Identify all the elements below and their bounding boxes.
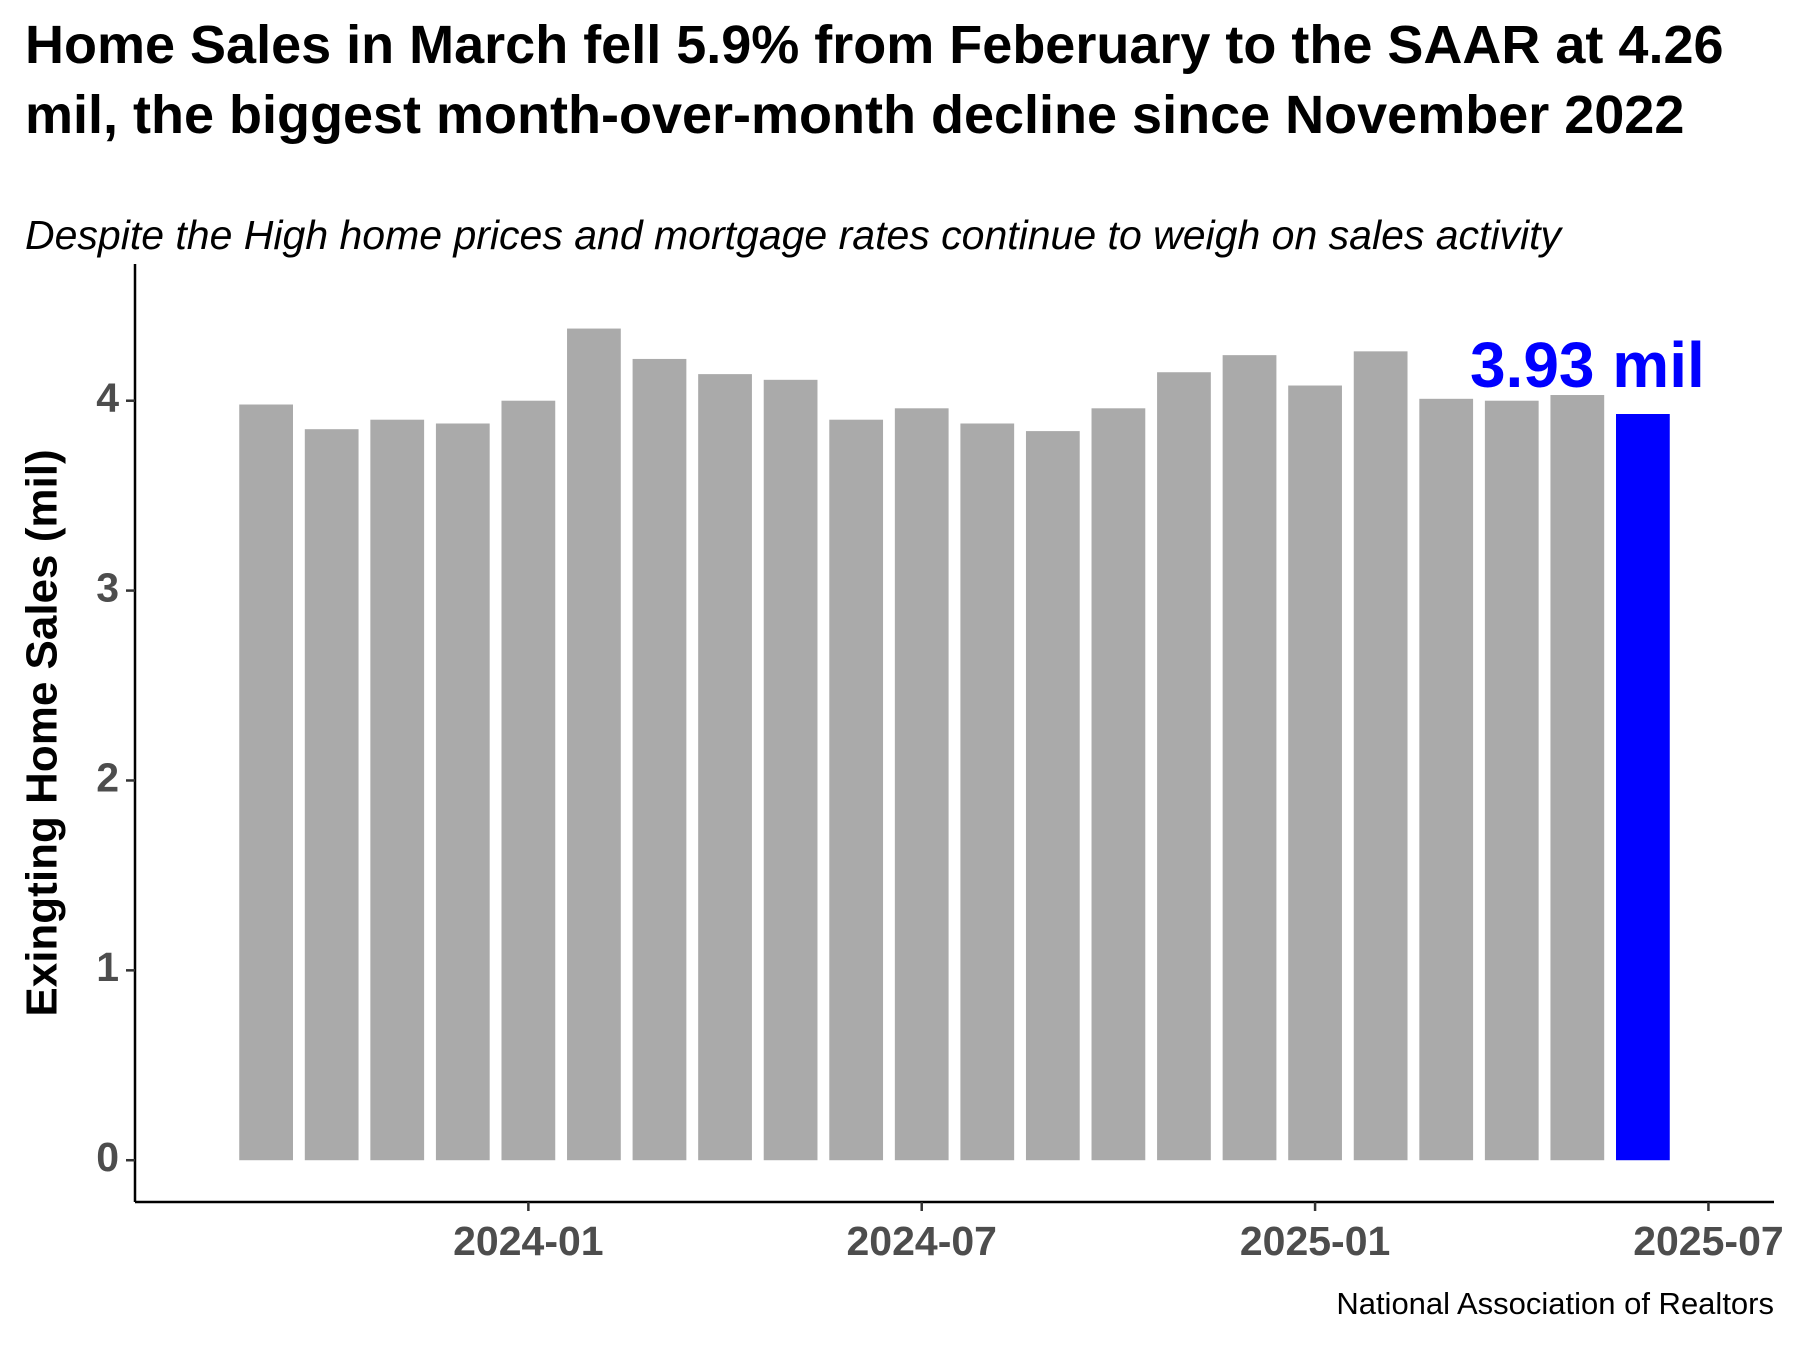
y-tick-label: 3	[96, 564, 119, 610]
x-tick-label: 2024-01	[453, 1218, 603, 1264]
x-tick-label: 2025-01	[1240, 1218, 1390, 1264]
annotation: 3.93 mil	[1470, 329, 1705, 401]
bar	[1288, 385, 1342, 1161]
bar	[239, 404, 293, 1161]
bar	[304, 429, 359, 1161]
caption: National Association of Realtors	[1336, 1286, 1774, 1321]
bar	[698, 374, 752, 1161]
bar	[894, 408, 949, 1161]
y-tick-label: 4	[96, 375, 119, 421]
bar	[370, 419, 425, 1161]
chart-subtitle: Despite the High home prices and mortgag…	[25, 212, 1562, 258]
bar	[1353, 351, 1408, 1161]
bar	[763, 379, 818, 1161]
bar	[1157, 372, 1211, 1161]
bar	[435, 423, 490, 1161]
bar	[1484, 400, 1539, 1161]
bar	[501, 400, 556, 1161]
bar	[1419, 398, 1474, 1161]
y-tick-label: 1	[96, 944, 119, 990]
bar	[567, 328, 621, 1161]
bar	[1222, 355, 1277, 1161]
bar	[960, 423, 1015, 1161]
y-tick-label: 2	[96, 754, 119, 800]
chart-title: Home Sales in March fell 5.9% from Feber…	[25, 15, 1724, 145]
bar	[1025, 431, 1080, 1161]
y-tick-label: 0	[96, 1134, 119, 1180]
bar	[1616, 414, 1670, 1161]
bar	[829, 419, 884, 1161]
x-tick-label: 2024-07	[846, 1218, 996, 1264]
bar	[1091, 408, 1146, 1161]
x-tick-label: 2025-07	[1633, 1218, 1783, 1264]
bar	[632, 358, 687, 1161]
y-axis-label: Exingting Home Sales (mil)	[18, 449, 67, 1016]
bar	[1550, 395, 1605, 1161]
